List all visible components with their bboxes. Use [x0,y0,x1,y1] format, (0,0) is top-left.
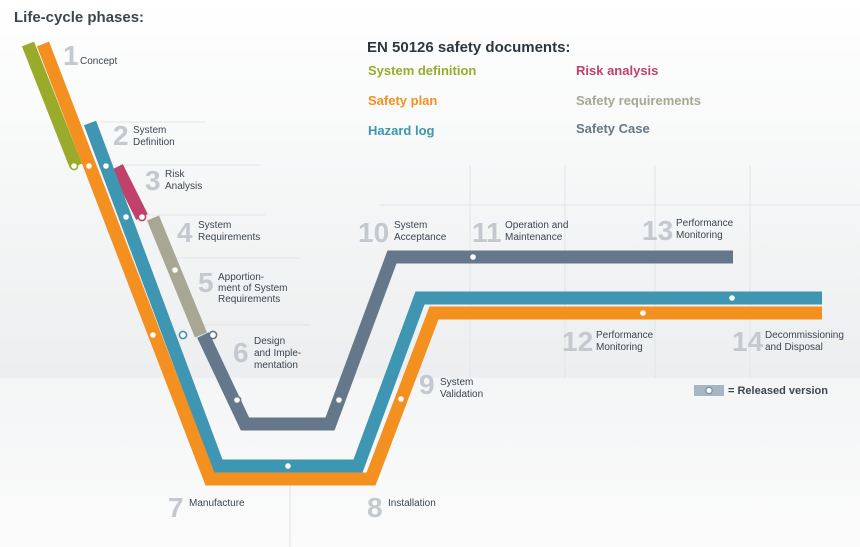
phase-9: 9 System Validation [419,369,483,400]
released-markers [69,161,737,471]
phase-label: System Validation [440,377,483,400]
phase-1: 1 Concept [63,40,117,71]
released-marker [396,394,406,404]
phase-number: 14 [732,326,764,357]
released-marker [334,395,344,405]
phase-label: System Acceptance [394,220,447,243]
phase-13: 13 Performance Monitoring [642,215,734,246]
phase-label: Manufacture [189,498,245,509]
legend-safety-requirements: Safety requirements [576,93,701,108]
track-risk-analysis [111,164,148,220]
phase-label: Performance Monitoring [596,330,654,353]
released-marker [170,265,180,275]
phase-number: 5 [198,267,214,298]
legend-hazard-log: Hazard log [368,123,435,138]
legend-safety-plan: Safety plan [368,93,437,108]
track-hazard-log [83,120,822,473]
phase-7: 7 Manufacture [168,492,245,523]
phase-number: 10 [358,217,389,248]
released-marker [178,330,188,340]
phase-number: 2 [113,120,129,151]
phase-label: Installation [388,498,436,509]
released-key-marker-icon [705,386,713,395]
phase-12: 12 Performance Monitoring [562,326,654,357]
phase-number: 4 [177,217,193,248]
released-marker [84,161,94,171]
phase-4: 4 System Requirements [177,217,260,248]
phase-labels: 1 Concept 2 System Definition 3 Risk Analy… [63,40,844,523]
released-marker [283,461,293,471]
phase-10: 10 System Acceptance [358,217,447,248]
phase-2: 2 System Definition [113,120,175,151]
legend-risk-analysis: Risk analysis [576,63,658,78]
phase-number: 13 [642,215,673,246]
track-safety-requirements [146,215,208,338]
track-system-definition [21,41,83,169]
phase-label: Risk Analysis [165,169,202,192]
released-marker [121,212,131,222]
phase-14: 14 Decommissioning and Disposal [732,326,844,357]
phase-label: Apportion-ment of System Requirements [218,272,287,305]
released-marker [137,212,147,222]
released-marker [148,330,158,340]
phase-label: System Definition [133,125,175,148]
phase-label: Concept [80,56,117,67]
phase-3: 3 Risk Analysis [145,165,202,196]
phase-number: 9 [419,369,435,400]
released-key-label: = Released version [728,385,828,397]
phase-number: 11 [472,217,502,248]
phase-label: Performance Monitoring [676,218,734,241]
released-marker [232,395,242,405]
phase-5: 5 Apportion-ment of System Requirements [198,267,287,305]
phase-number: 3 [145,165,161,196]
released-marker [101,161,111,171]
legend-system-definition: System definition [368,63,476,78]
released-marker [69,161,79,171]
released-marker [208,330,218,340]
released-marker [468,252,478,262]
background-floor [0,378,860,547]
track-safety-case [197,250,733,431]
phase-label: Decommissioning and Disposal [765,330,844,353]
phase-label: System Requirements [198,220,260,243]
released-marker [727,293,737,303]
legend-safety-case: Safety Case [576,121,650,136]
released-marker [638,308,648,318]
page-title: Life-cycle phases: [14,9,144,26]
released-version-key: = Released version [694,385,828,397]
phase-6: 6 Design and Imple-mentation [233,336,301,371]
phase-8: 8 Installation [367,492,436,523]
phase-number: 1 [63,40,79,71]
phase-label: Design and Imple-mentation [254,336,301,371]
phase-number: 6 [233,337,249,368]
phase-number: 8 [367,492,383,523]
phase-number: 7 [168,492,184,523]
documents-legend: EN 50126 safety documents: System defini… [367,39,701,138]
phase-number: 12 [562,326,593,357]
phase-label: Operation and Maintenance [505,220,568,243]
documents-heading: EN 50126 safety documents: [367,39,570,56]
guide-lines [100,121,860,547]
phase-11: 11 Operation and Maintenance [472,217,568,248]
